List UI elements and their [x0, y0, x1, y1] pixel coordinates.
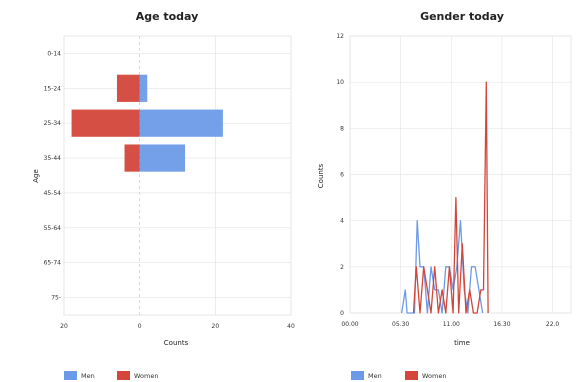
- gender-x-tick-label: 00.00: [341, 321, 358, 328]
- age-y-tick-label: 55-64: [44, 225, 62, 232]
- gender-x-tick-label: 16.30: [493, 321, 510, 328]
- age-bar-men[interactable]: [139, 144, 186, 172]
- age-legend-men-swatch: [64, 371, 77, 380]
- age-chart-y-ticks: 0-14 15-24 25-34 35-44 45-54 55-64 65-74 75-: [44, 50, 62, 301]
- age-legend-men-label: Men: [81, 372, 95, 380]
- gender-y-tick-label: 0: [340, 310, 344, 317]
- age-legend-women-label: Women: [134, 372, 158, 380]
- gender-chart-gridlines: [349, 35, 572, 314]
- gender-chart-legend[interactable]: Men Women: [351, 371, 446, 380]
- gender-y-tick-label: 2: [340, 264, 344, 271]
- gender-chart-y-ticks: 0 2 4 6 8 10 12: [336, 33, 344, 317]
- age-bar-men[interactable]: [139, 74, 148, 102]
- gender-chart-ylabel: Counts: [317, 163, 325, 188]
- gender-y-tick-label: 6: [340, 172, 344, 179]
- age-y-tick-label: 0-14: [47, 50, 61, 57]
- age-legend-women-swatch: [117, 371, 130, 380]
- age-y-tick-label: 25-34: [44, 120, 62, 127]
- age-bar-men[interactable]: [139, 109, 223, 137]
- age-y-tick-label: 45-54: [44, 190, 62, 197]
- age-bar-women[interactable]: [116, 74, 140, 102]
- gender-y-tick-label: 12: [336, 33, 344, 40]
- gender-y-tick-label: 10: [336, 79, 344, 86]
- age-y-tick-label: 15-24: [44, 85, 62, 92]
- gender-legend-women-swatch: [405, 371, 418, 380]
- gender-x-tick-label: 11.00: [443, 321, 460, 328]
- age-chart-ylabel: Age: [32, 169, 40, 183]
- age-y-tick-label: 35-44: [44, 155, 62, 162]
- gender-chart-x-ticks: 00.00 05.30 11.00 16.30 22.0: [341, 321, 559, 328]
- gender-legend-women-label: Women: [422, 372, 446, 380]
- gender-x-tick-label: 05.30: [392, 321, 409, 328]
- age-chart: Age today 0-14 15-24 25-34 35-44 45-54 55-64 6…: [32, 10, 295, 380]
- gender-y-tick-label: 8: [340, 125, 344, 132]
- age-x-tick-label: 0: [138, 323, 142, 330]
- age-x-tick-label: 20: [212, 323, 220, 330]
- gender-legend-men-label: Men: [368, 372, 382, 380]
- age-chart-title: Age today: [136, 10, 199, 23]
- age-chart-xlabel: Counts: [164, 339, 189, 347]
- gender-x-tick-label: 22.0: [546, 321, 560, 328]
- age-y-tick-label: 75-: [51, 295, 61, 302]
- gender-legend-men-swatch: [351, 371, 364, 380]
- age-chart-bars: [71, 74, 223, 172]
- age-chart-x-ticks: 20 0 20 40: [60, 323, 295, 330]
- age-plot-frame: [63, 35, 292, 316]
- age-chart-legend[interactable]: Men Women: [64, 371, 158, 380]
- age-x-tick-label: 40: [287, 323, 295, 330]
- gender-y-tick-label: 4: [340, 218, 344, 225]
- gender-chart-lines: [400, 81, 489, 314]
- gender-line-women[interactable]: [412, 81, 489, 314]
- gender-chart-xlabel: time: [454, 339, 470, 347]
- gender-chart: Gender today 0 2 4 6 8 10 12 00.00 05.30 11.00 16…: [317, 10, 572, 380]
- age-y-tick-label: 65-74: [44, 260, 62, 267]
- age-x-tick-label: 20: [60, 323, 68, 330]
- age-bar-women[interactable]: [71, 109, 140, 137]
- age-chart-gridlines: [63, 35, 292, 316]
- age-bar-women[interactable]: [124, 144, 140, 172]
- gender-chart-title: Gender today: [420, 10, 504, 23]
